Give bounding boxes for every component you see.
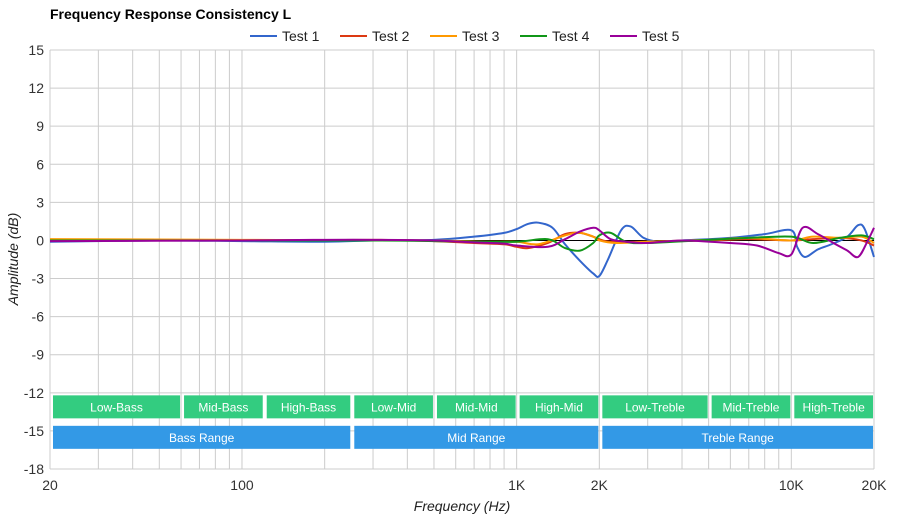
band-label: Treble Range xyxy=(702,431,775,445)
band-label: Mid Range xyxy=(447,431,505,445)
band-rect xyxy=(53,395,181,419)
x-tick-label: 10K xyxy=(779,477,805,493)
band-label: High-Treble xyxy=(803,400,866,414)
band-layer: Low-Bass Mid-Bass High-Bass Low-Mid Mid-Mid H… xyxy=(53,395,873,449)
y-tick-label: -15 xyxy=(24,423,44,439)
y-tick-label: -3 xyxy=(32,271,45,287)
legend-label: Test 1 xyxy=(282,28,320,44)
y-tick-label: 3 xyxy=(36,194,44,210)
legend-label: Test 4 xyxy=(552,28,590,44)
band-label: Low-Treble xyxy=(625,400,685,414)
band-rect xyxy=(602,395,708,419)
x-axis-label: Frequency (Hz) xyxy=(414,498,510,514)
band-label: Mid-Mid xyxy=(455,400,498,414)
band-label: Low-Mid xyxy=(371,400,416,414)
band-rect xyxy=(711,395,791,419)
band-label: High-Mid xyxy=(535,400,583,414)
y-tick-label: 15 xyxy=(28,42,44,58)
band-rect xyxy=(519,395,599,419)
y-tick-label: 0 xyxy=(36,232,44,248)
y-tick-label: -6 xyxy=(32,309,45,325)
band-rect xyxy=(184,395,263,419)
y-axis-label: Amplitude (dB) xyxy=(5,213,21,307)
y-tick-label: 9 xyxy=(36,118,44,134)
legend-label: Test 5 xyxy=(642,28,680,44)
band-label: Bass Range xyxy=(169,431,235,445)
band-rect xyxy=(53,425,351,449)
chart-title: Frequency Response Consistency L xyxy=(50,6,292,22)
y-tick-label: 12 xyxy=(28,80,44,96)
y-tick-label: -18 xyxy=(24,461,44,477)
y-tick-label: -12 xyxy=(24,385,44,401)
band-rect xyxy=(436,395,516,419)
series-layer xyxy=(49,221,875,278)
band-label: Low-Bass xyxy=(90,400,143,414)
band-rect xyxy=(266,395,351,419)
series-line-5 xyxy=(49,225,875,259)
band-rect xyxy=(602,425,873,449)
series-line-1 xyxy=(49,221,875,278)
legend-label: Test 2 xyxy=(372,28,410,44)
band-label: Mid-Treble xyxy=(723,400,780,414)
legend: Test 1 Test 2 Test 3 Test 4 Test 5 xyxy=(250,28,680,44)
band-rect xyxy=(354,425,599,449)
x-tick-label: 20 xyxy=(42,477,58,493)
x-tick-label: 2K xyxy=(591,477,609,493)
y-tick-label: 6 xyxy=(36,156,44,172)
band-label: Mid-Bass xyxy=(198,400,248,414)
x-tick-label: 20K xyxy=(862,477,888,493)
legend-label: Test 3 xyxy=(462,28,500,44)
y-tick-label: -9 xyxy=(32,347,45,363)
x-tick-label: 100 xyxy=(230,477,254,493)
band-rect xyxy=(354,395,433,419)
band-rect xyxy=(794,395,873,419)
x-tick-label: 1K xyxy=(508,477,526,493)
band-label: High-Bass xyxy=(281,400,336,414)
